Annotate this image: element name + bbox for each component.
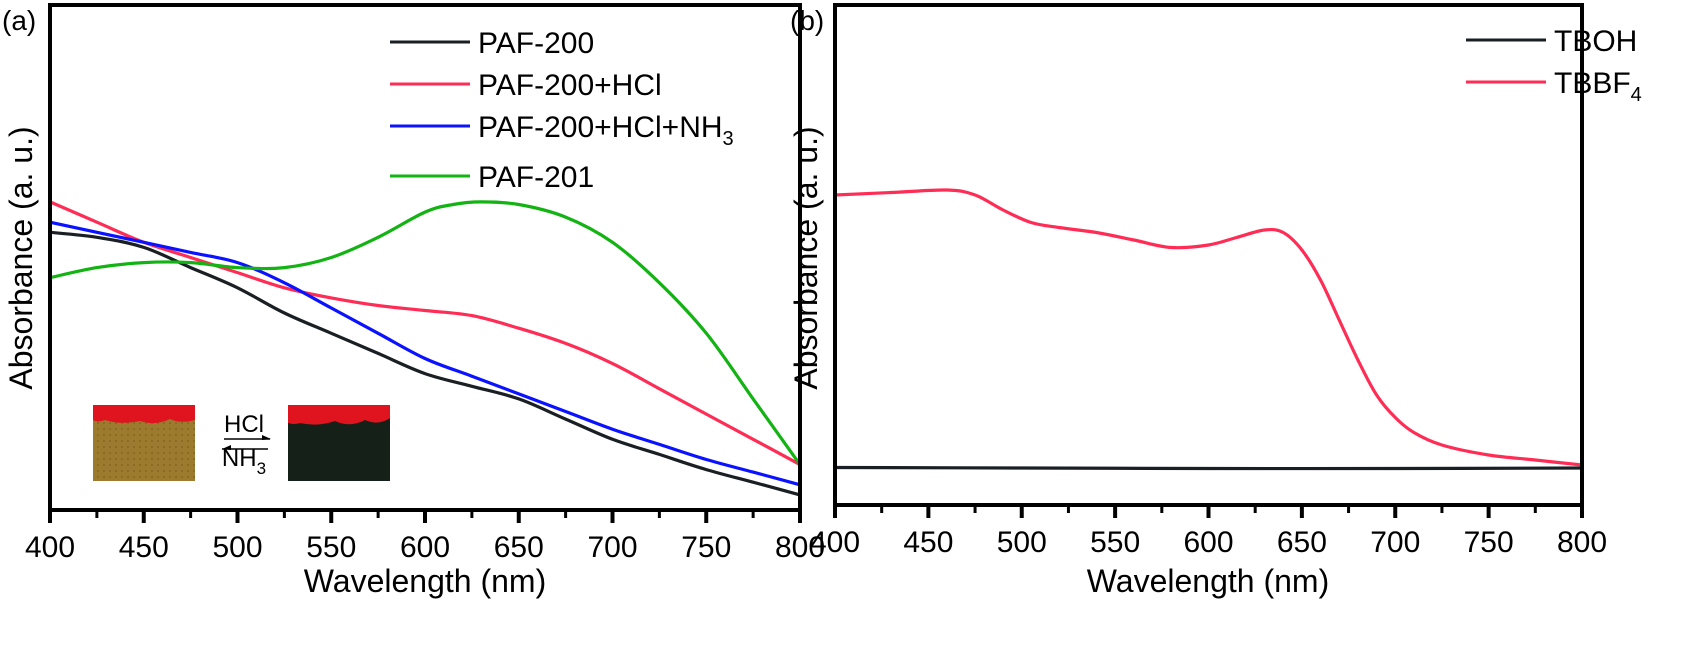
series-line-paf-201 — [50, 200, 800, 467]
panel-b-x-ticks: 400 450 500 550 600 650 700 750 800 — [810, 505, 1607, 559]
inset-sample-after — [288, 405, 390, 481]
panel-b-y-axis-title: Absorbance (a. u.) — [788, 126, 824, 389]
x-tick-label: 650 — [1277, 526, 1327, 559]
legend-label: PAF-200+HCl+NH3 — [478, 111, 734, 150]
panel-b-frame — [833, 3, 1584, 507]
legend-label: PAF-201 — [478, 161, 594, 194]
panel-a-legend: PAF-200 PAF-200+HCl PAF-200+HCl+NH3 PAF-201 — [390, 27, 734, 194]
x-tick-label: 450 — [119, 531, 169, 564]
series-line-paf-200-hcl — [50, 200, 800, 467]
x-tick-label: 500 — [212, 531, 262, 564]
series-line-tbbf4 — [835, 188, 1582, 467]
x-tick-label: 450 — [903, 526, 953, 559]
legend-item: TBBF4 — [1466, 67, 1642, 106]
inset-reverse-reagent: NH3 — [222, 445, 266, 478]
legend-item: PAF-200+HCl+NH3 — [390, 111, 734, 150]
inset-forward-reagent: HCl — [224, 411, 264, 438]
panel-b-series — [835, 188, 1582, 471]
legend-item: PAF-201 — [390, 161, 594, 194]
x-tick-label: 400 — [810, 526, 860, 559]
legend-label: TBOH — [1554, 25, 1637, 58]
legend-label: PAF-200+HCl — [478, 69, 662, 102]
x-tick-label: 550 — [1090, 526, 1140, 559]
legend-label: PAF-200 — [478, 27, 594, 60]
panel-b: (b) Absorbance (a. u.) Wavelength (nm) 4… — [788, 3, 1642, 599]
legend-item: PAF-200 — [390, 27, 594, 60]
panel-b-legend: TBOH TBBF4 — [1466, 25, 1642, 106]
legend-item: PAF-200+HCl — [390, 69, 662, 102]
panel-a-inset: NH3 HCl — [93, 405, 390, 481]
equilibrium-arrows-icon — [222, 435, 271, 450]
series-line-tboh — [835, 465, 1582, 471]
legend-item: TBOH — [1466, 25, 1637, 58]
legend-label: TBBF4 — [1554, 67, 1642, 106]
series-line-paf-200-hcl-nh3 — [50, 220, 800, 487]
x-tick-label: 800 — [1557, 526, 1607, 559]
panel-a-frame — [48, 3, 802, 512]
panel-b-x-axis-title: Wavelength (nm) — [1087, 563, 1329, 599]
x-tick-label: 750 — [1464, 526, 1514, 559]
x-tick-label: 550 — [306, 531, 356, 564]
x-tick-label: 400 — [25, 531, 75, 564]
x-tick-label: 650 — [494, 531, 544, 564]
panel-b-label: (b) — [790, 5, 824, 36]
x-tick-label: 700 — [587, 531, 637, 564]
panel-a-y-axis-title: Absorbance (a. u.) — [3, 126, 39, 389]
panel-a-label: (a) — [2, 5, 36, 36]
x-tick-label: 750 — [681, 531, 731, 564]
panel-a-x-ticks: 400 450 500 550 600 650 700 750 800 — [25, 510, 825, 564]
x-tick-label: 600 — [1183, 526, 1233, 559]
panel-a-x-axis-title: Wavelength (nm) — [304, 563, 546, 599]
x-tick-label: 500 — [997, 526, 1047, 559]
x-tick-label: 800 — [775, 531, 825, 564]
x-tick-label: 600 — [400, 531, 450, 564]
x-tick-label: 700 — [1370, 526, 1420, 559]
inset-sample-before — [93, 405, 195, 481]
panel-a: (a) Absorbance (a. u.) Wavelength (nm) 4… — [2, 3, 825, 599]
panel-a-series — [50, 200, 800, 497]
